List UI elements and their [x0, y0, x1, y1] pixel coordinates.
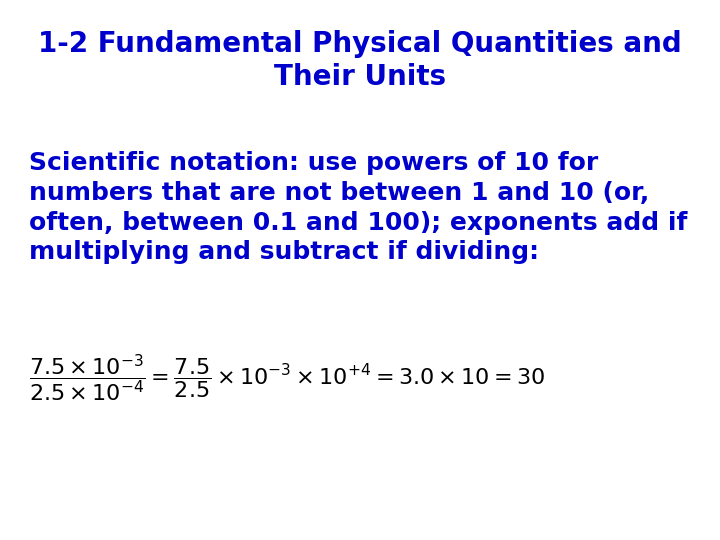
Text: $\dfrac{7.5 \times 10^{-3}}{2.5 \times 10^{-4}} = \dfrac{7.5}{2.5} \times 10^{-3: $\dfrac{7.5 \times 10^{-3}}{2.5 \times 1… [29, 352, 545, 404]
Text: 1-2 Fundamental Physical Quantities and
Their Units: 1-2 Fundamental Physical Quantities and … [38, 30, 682, 91]
Text: Scientific notation: use powers of 10 for
numbers that are not between 1 and 10 : Scientific notation: use powers of 10 fo… [29, 151, 687, 264]
